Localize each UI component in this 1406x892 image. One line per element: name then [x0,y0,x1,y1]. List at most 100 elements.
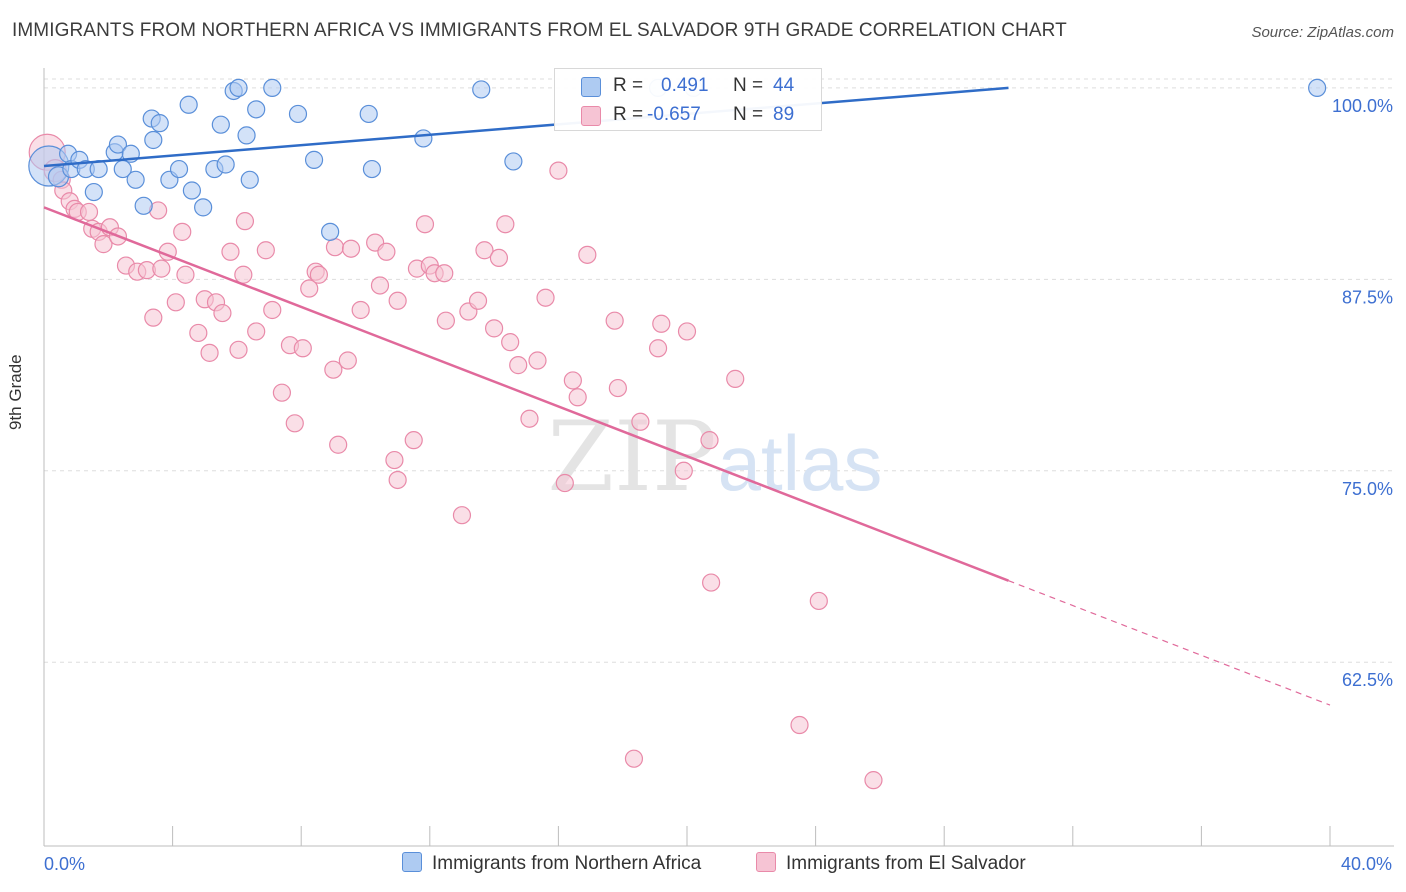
northern-africa-point [169,159,189,179]
y-tick-label: 87.5% [1342,287,1393,307]
el-salvador-point [563,371,582,390]
el-salvador-point [370,276,390,295]
legend-n-value-pink: 89 [773,104,795,125]
el-salvador-point [475,241,494,260]
el-salvador-point [94,235,113,254]
el-salvador-point [152,259,171,278]
northern-africa-point [182,181,201,200]
el-salvador-point [272,383,292,402]
bottom-legend-el-salvador: Immigrants from El Salvador [756,852,1026,875]
trend-line-el-salvador [43,206,1009,582]
el-salvador-point [338,351,357,370]
bottom-legend-swatch-pink [756,852,776,872]
legend-swatch-blue [581,77,601,97]
legend-swatch-pink [581,106,601,126]
grid-lines [44,78,1394,663]
el-salvador-point [536,288,555,307]
northern-africa-point [263,78,282,98]
el-salvador-point [324,360,343,379]
northern-africa-point [108,135,128,154]
el-salvador-point [144,308,163,327]
northern-africa-point [414,129,433,148]
northern-africa-point [84,182,103,202]
bottom-legend-label-pink: Immigrants from El Salvador [786,853,1026,874]
y-tick-label: 62.5% [1342,670,1393,690]
northern-africa-point [321,222,340,241]
el-salvador-point [309,265,328,284]
trend-line-el-salvador-projection [1008,580,1331,706]
el-salvador-point [674,461,693,480]
el-salvador-point [213,303,232,323]
bottom-legend-label-blue: Immigrants from Northern Africa [432,853,702,874]
source-label: Source: ZipAtlas.com [1251,24,1394,41]
el-salvador-point [351,300,370,320]
northern-africa-point [194,198,213,217]
x-tick-label-max: 40.0% [1341,854,1392,874]
y-tick-label: 100.0% [1332,96,1393,116]
northern-africa-point [1308,78,1327,98]
legend-r-value-pink: -0.657 [647,104,701,125]
y-tick-label: 75.0% [1342,479,1393,499]
el-salvador-point [652,314,671,333]
northern-africa-point [247,100,266,119]
northern-africa-point [211,115,230,134]
northern-africa-point [216,155,235,174]
watermark-atlas: atlas [718,419,883,507]
legend-n-value-blue: 44 [773,75,795,96]
legend-r-label: R = [613,75,644,96]
el-salvador-point [293,339,312,358]
el-salvador-point [809,591,828,611]
el-salvador-point [247,322,266,341]
northern-africa-point [359,104,378,124]
el-salvador-point [329,435,348,454]
el-salvador-point [648,339,668,358]
el-salvador-point [285,414,304,433]
el-salvador-point [549,161,568,180]
el-salvador-point [468,291,488,310]
legend-row-northern-africa: R = 0.491 N = 44 [555,71,821,101]
legend-n-label: N = [733,75,764,96]
el-salvador-point [864,771,883,790]
el-salvador-point [496,215,515,234]
el-salvador-point [605,311,624,330]
northern-africa-point [504,152,523,171]
el-salvador-point [520,409,539,428]
bottom-legend-swatch-blue [402,852,422,872]
el-salvador-point [388,470,407,490]
el-salvador-point [229,340,248,359]
el-salvador-point [489,248,509,268]
trend-lines [43,86,1331,706]
el-salvador-point [435,264,454,283]
el-salvador-point [189,323,208,343]
el-salvador-point [790,715,809,735]
el-salvador-point [79,202,99,222]
el-salvador-point [555,473,574,493]
bottom-legend-northern-africa: Immigrants from Northern Africa [402,852,701,875]
northern-africa-point [472,80,491,99]
axes [43,68,1394,847]
el-salvador-point [256,241,275,260]
el-salvador-point [528,351,547,370]
trend-line-northern-africa [43,86,1009,168]
el-salvador-point [173,222,192,241]
northern-africa-point [229,78,248,98]
el-salvador-point [377,242,396,261]
correlation-legend: R = 0.491 N = 44 R = -0.657 N = 89 [554,68,822,131]
el-salvador-point [700,431,719,450]
el-salvador-point [509,356,528,375]
el-salvador-point [234,265,253,284]
northern-africa-point [179,95,198,114]
northern-africa-point [237,126,256,145]
northern-africa-point [144,130,163,150]
el-salvador-point [415,215,435,234]
northern-africa-point [126,170,145,189]
legend-n-label: N = [733,104,764,125]
el-salvador-point [624,749,644,768]
el-salvador-point [404,431,423,450]
northern-africa-point [304,150,324,169]
el-salvador-point [726,369,745,388]
northern-africa-point [150,114,169,133]
el-salvador-point [166,293,185,312]
northern-africa-point [134,196,153,215]
